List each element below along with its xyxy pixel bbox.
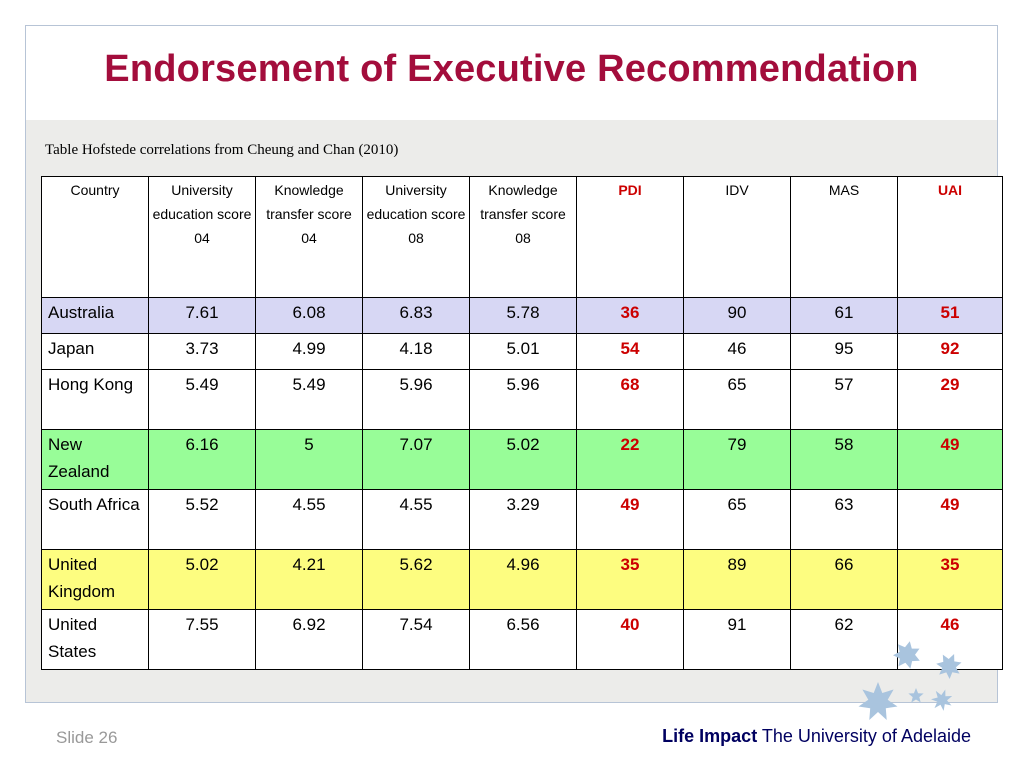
star-cluster <box>858 641 962 720</box>
slide-number: Slide 26 <box>56 728 118 747</box>
country-cell: Japan <box>41 333 149 370</box>
value-cell: 49 <box>897 429 1003 490</box>
slide: Endorsement of Executive Recommendation … <box>25 25 1003 703</box>
value-cell: 95 <box>790 333 898 370</box>
value-cell: 61 <box>790 297 898 334</box>
value-cell: 22 <box>576 429 684 490</box>
slide-title: Endorsement of Executive Recommendation <box>104 48 919 90</box>
country-cell: Hong Kong <box>41 369 149 430</box>
value-cell: 29 <box>897 369 1003 430</box>
country-cell: United Kingdom <box>41 549 149 610</box>
value-cell: 5.49 <box>255 369 363 430</box>
table-body: Australia 7.61 6.08 6.83 5.78 36 90 61 51 Japan 3.… <box>41 297 1003 670</box>
value-cell: 89 <box>683 549 791 610</box>
value-cell: 90 <box>683 297 791 334</box>
value-cell: 5 <box>255 429 363 490</box>
value-cell: 35 <box>897 549 1003 610</box>
value-cell: 6.83 <box>362 297 470 334</box>
table-row: United States 7.55 6.92 7.54 6.56 40 91 62 46 <box>41 609 1003 670</box>
value-cell: 49 <box>576 489 684 550</box>
value-cell: 62 <box>790 609 898 670</box>
star-icon <box>858 682 898 720</box>
value-cell: 4.18 <box>362 333 470 370</box>
table-row: New Zealand 6.16 5 7.07 5.02 22 79 58 49 <box>41 429 1003 490</box>
country-cell: United States <box>41 609 149 670</box>
value-cell: 40 <box>576 609 684 670</box>
table-row: Hong Kong 5.49 5.49 5.96 5.96 68 65 57 29 <box>41 369 1003 430</box>
value-cell: 4.55 <box>362 489 470 550</box>
value-cell: 79 <box>683 429 791 490</box>
header-pdi: PDI <box>576 176 684 298</box>
value-cell: 66 <box>790 549 898 610</box>
value-cell: 46 <box>683 333 791 370</box>
value-cell: 7.54 <box>362 609 470 670</box>
value-cell: 4.99 <box>255 333 363 370</box>
hofstede-table: Country University education score 04 Kn… <box>41 176 1003 670</box>
value-cell: 3.29 <box>469 489 577 550</box>
content-panel: Table Hofstede correlations from Cheung … <box>26 120 1003 702</box>
value-cell: 3.73 <box>148 333 256 370</box>
value-cell: 54 <box>576 333 684 370</box>
value-cell: 65 <box>683 489 791 550</box>
table-row: United Kingdom 5.02 4.21 5.62 4.96 35 89 66 35 <box>41 549 1003 610</box>
footer-brand: Life Impact The University of Adelaide <box>662 726 971 747</box>
value-cell: 63 <box>790 489 898 550</box>
star-icon <box>893 641 920 669</box>
title-band: Endorsement of Executive Recommendation <box>26 26 997 120</box>
value-cell: 5.62 <box>362 549 470 610</box>
value-cell: 51 <box>897 297 1003 334</box>
value-cell: 7.61 <box>148 297 256 334</box>
value-cell: 68 <box>576 369 684 430</box>
value-cell: 5.78 <box>469 297 577 334</box>
value-cell: 92 <box>897 333 1003 370</box>
country-cell: South Africa <box>41 489 149 550</box>
value-cell: 5.49 <box>148 369 256 430</box>
table-header-row: Country University education score 04 Kn… <box>41 176 1003 298</box>
star-icon <box>908 688 924 703</box>
value-cell: 5.96 <box>469 369 577 430</box>
country-cell: Australia <box>41 297 149 334</box>
value-cell: 35 <box>576 549 684 610</box>
header-university-education-04: University education score 04 <box>148 176 256 298</box>
value-cell: 5.02 <box>469 429 577 490</box>
value-cell: 58 <box>790 429 898 490</box>
header-knowledge-transfer-04: Knowledge transfer score 04 <box>255 176 363 298</box>
value-cell: 5.52 <box>148 489 256 550</box>
header-mas: MAS <box>790 176 898 298</box>
brand-university: The University of Adelaide <box>761 726 971 746</box>
value-cell: 5.02 <box>148 549 256 610</box>
value-cell: 4.55 <box>255 489 363 550</box>
value-cell: 7.55 <box>148 609 256 670</box>
header-knowledge-transfer-08: Knowledge transfer score 08 <box>469 176 577 298</box>
header-country: Country <box>41 176 149 298</box>
value-cell: 4.96 <box>469 549 577 610</box>
header-idv: IDV <box>683 176 791 298</box>
value-cell: 5.01 <box>469 333 577 370</box>
table-row: Australia 7.61 6.08 6.83 5.78 36 90 61 51 <box>41 297 1003 334</box>
star-icon <box>931 689 953 711</box>
brand-tagline: Life Impact <box>662 726 758 746</box>
star-icon <box>936 654 962 679</box>
star-group <box>858 641 962 720</box>
value-cell: 6.08 <box>255 297 363 334</box>
value-cell: 6.92 <box>255 609 363 670</box>
value-cell: 65 <box>683 369 791 430</box>
header-uai: UAI <box>897 176 1003 298</box>
table-caption: Table Hofstede correlations from Cheung … <box>45 142 399 158</box>
country-cell: New Zealand <box>41 429 149 490</box>
value-cell: 91 <box>683 609 791 670</box>
value-cell: 57 <box>790 369 898 430</box>
value-cell: 5.96 <box>362 369 470 430</box>
value-cell: 49 <box>897 489 1003 550</box>
table-row: South Africa 5.52 4.55 4.55 3.29 49 65 63 49 <box>41 489 1003 550</box>
value-cell: 7.07 <box>362 429 470 490</box>
value-cell: 4.21 <box>255 549 363 610</box>
table-row: Japan 3.73 4.99 4.18 5.01 54 46 95 92 <box>41 333 1003 370</box>
value-cell: 36 <box>576 297 684 334</box>
value-cell: 6.16 <box>148 429 256 490</box>
header-university-education-08: University education score 08 <box>362 176 470 298</box>
value-cell: 6.56 <box>469 609 577 670</box>
